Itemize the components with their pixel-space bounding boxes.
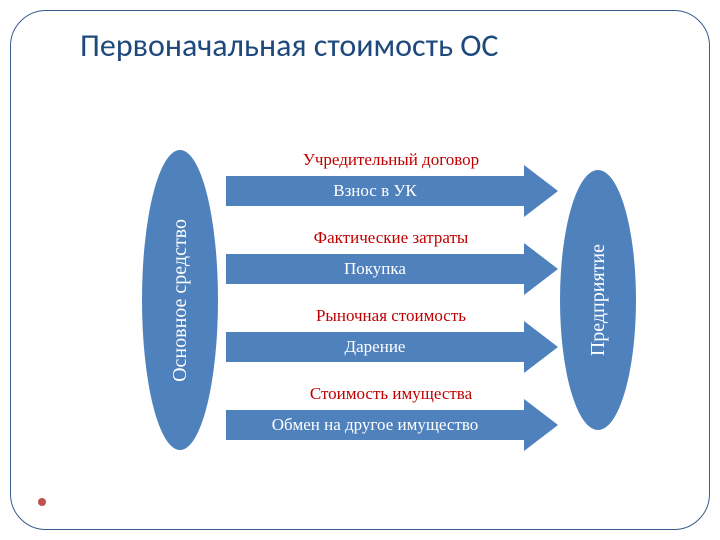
arrow-group: Учредительный договор Взнос в УК [226, 150, 556, 212]
arrow-body-label: Дарение [226, 332, 524, 362]
arrow-body-label: Взнос в УК [226, 176, 524, 206]
arrow: Обмен на другое имущество [226, 410, 556, 440]
arrow: Покупка [226, 254, 556, 284]
oval-left: Основное средство [142, 150, 218, 450]
arrow-head-icon [524, 243, 558, 295]
arrow: Дарение [226, 332, 556, 362]
arrow: Взнос в УК [226, 176, 556, 206]
arrow-body-label: Обмен на другое имущество [226, 410, 524, 440]
arrow-body-label: Покупка [226, 254, 524, 284]
oval-right: Предприятие [560, 170, 636, 430]
arrow-top-label: Стоимость имущества [226, 384, 556, 404]
oval-right-label: Предприятие [587, 244, 610, 356]
oval-left-label: Основное средство [169, 219, 192, 382]
arrow-top-label: Рыночная стоимость [226, 306, 556, 326]
arrow-list: Учредительный договор Взнос в УК Фактическ… [226, 150, 556, 462]
arrow-head-icon [524, 165, 558, 217]
arrow-group: Стоимость имущества Обмен на другое имуще… [226, 384, 556, 446]
arrow-top-label: Фактические затраты [226, 228, 556, 248]
arrow-head-icon [524, 399, 558, 451]
slide-title: Первоначальная стоимость ОС [80, 26, 498, 65]
arrow-head-icon [524, 321, 558, 373]
slide: Первоначальная стоимость ОС Основное сре… [0, 0, 720, 540]
decorative-bullet [38, 498, 46, 506]
arrow-top-label: Учредительный договор [226, 150, 556, 170]
arrow-group: Фактические затраты Покупка [226, 228, 556, 290]
arrow-group: Рыночная стоимость Дарение [226, 306, 556, 368]
